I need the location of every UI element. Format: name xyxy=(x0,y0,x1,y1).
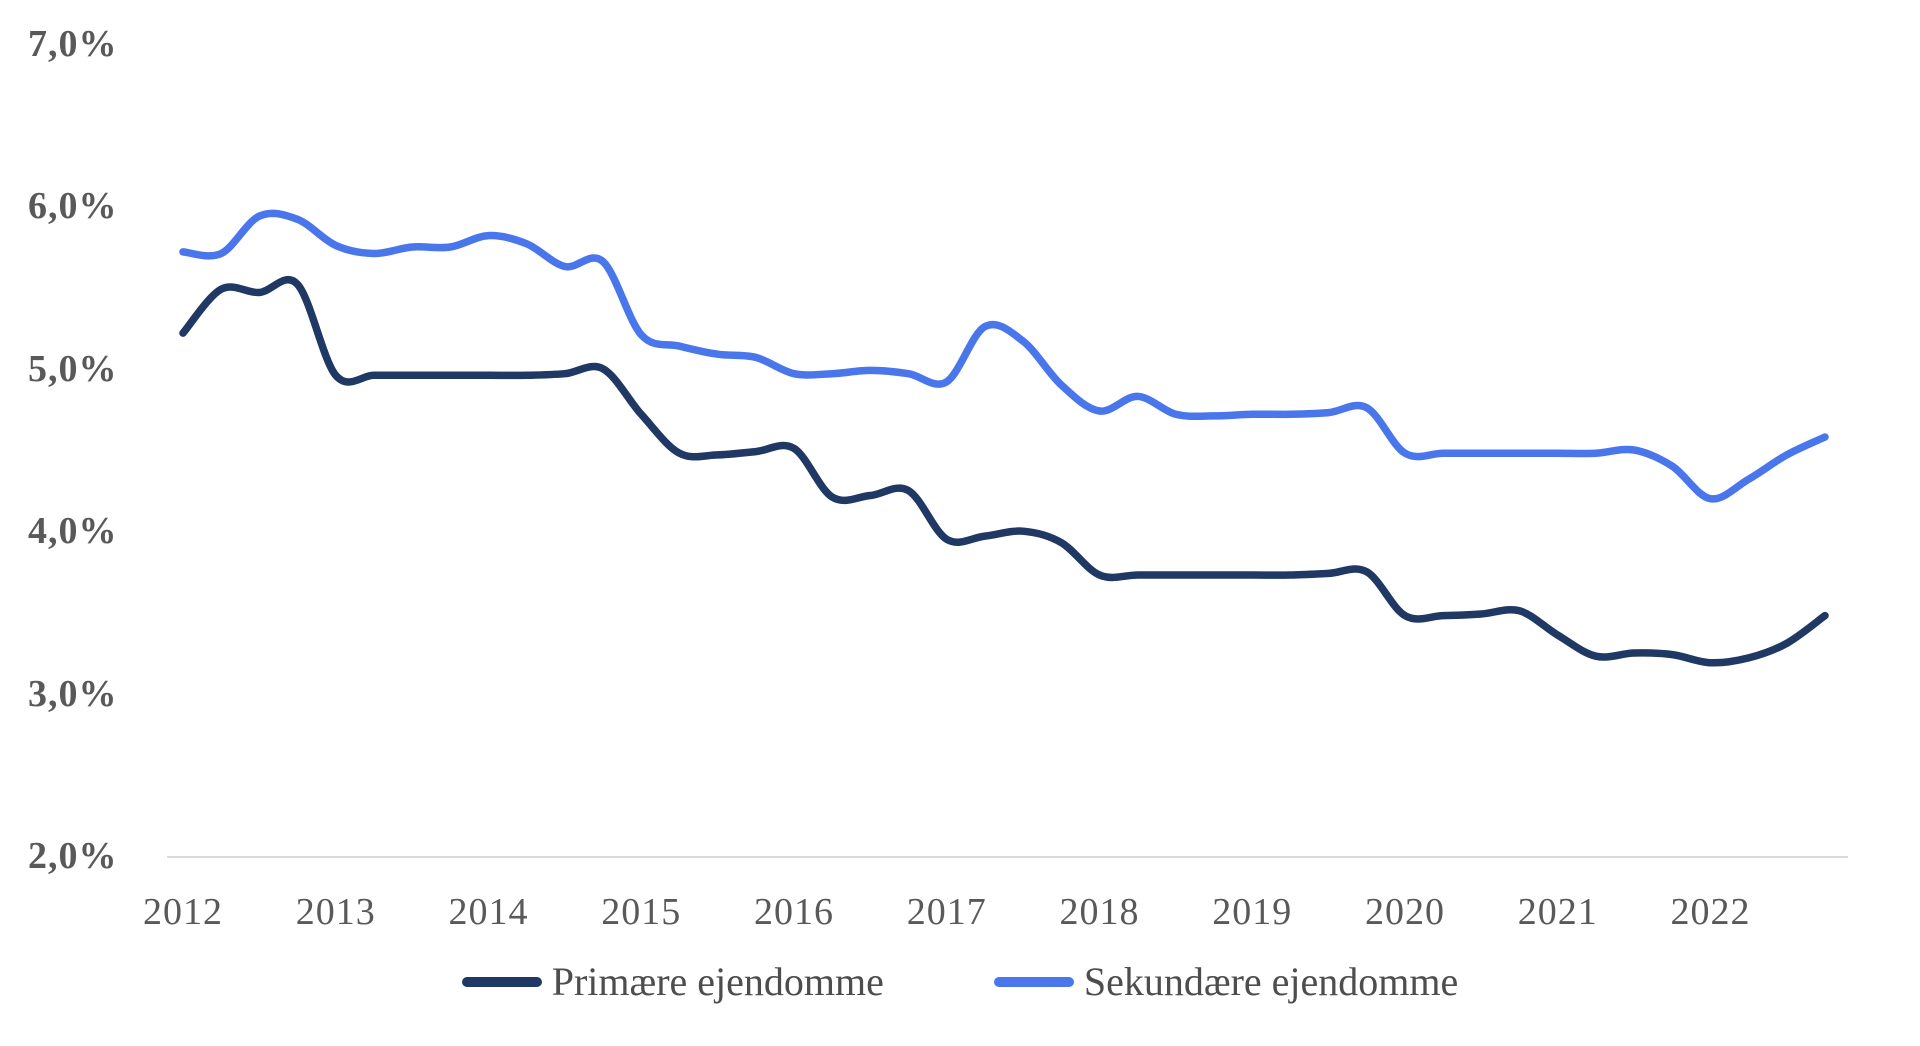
x-axis-tick-label: 2017 xyxy=(906,891,987,933)
x-axis-tick-label: 2022 xyxy=(1670,891,1751,933)
legend-label-sekundaere: Sekundære ejendomme xyxy=(1083,959,1459,1004)
x-axis-tick-label: 2015 xyxy=(601,891,682,933)
y-axis-tick-label: 7,0% xyxy=(28,23,118,65)
y-axis-tick-label: 3,0% xyxy=(28,672,118,715)
x-axis-tick-label: 2020 xyxy=(1364,891,1445,933)
legend-item-sekundaere: Sekundære ejendomme xyxy=(993,958,1459,1005)
x-axis-tick-label: 2014 xyxy=(448,891,529,933)
y-axis-tick-label: 4,0% xyxy=(28,510,118,553)
x-axis-tick-label: 2018 xyxy=(1059,891,1140,933)
legend-item-primaere: Primære ejendomme xyxy=(461,958,884,1005)
x-axis-tick-label: 2019 xyxy=(1212,891,1293,933)
x-axis-tick-label: 2016 xyxy=(753,891,834,933)
legend: Primære ejendomme Sekundære ejendomme xyxy=(0,958,1920,1005)
y-axis-tick-label: 6,0% xyxy=(28,185,118,228)
x-axis-tick-label: 2012 xyxy=(143,891,223,933)
x-axis-tick-label: 2013 xyxy=(295,891,376,933)
legend-label-primaere: Primære ejendomme xyxy=(551,959,884,1004)
y-axis-tick-label: 2,0% xyxy=(28,835,118,877)
legend-swatch-sekundaere-line xyxy=(993,976,1074,987)
series-line-sekundaere xyxy=(179,209,1829,503)
y-axis-tick-label: 5,0% xyxy=(28,347,118,390)
x-axis-tick-label: 2021 xyxy=(1517,891,1598,933)
legend-swatch-primaere-line xyxy=(461,976,542,987)
series-line-primaere xyxy=(179,276,1829,667)
